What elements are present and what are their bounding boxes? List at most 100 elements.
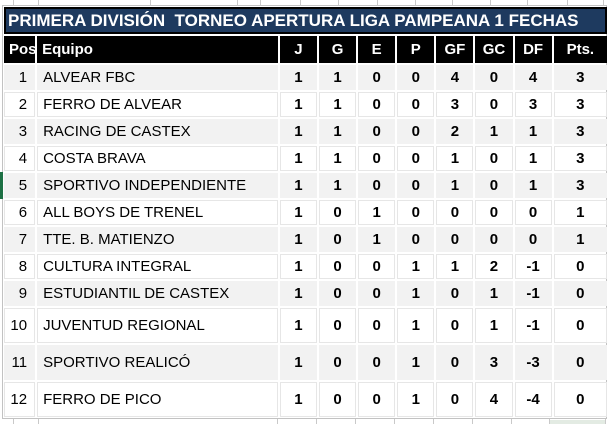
cell-team[interactable]: COSTA BRAVA <box>37 146 278 171</box>
standings-row[interactable]: 11 SPORTIVO REALICÓ 1 0 0 1 0 3 -3 0 <box>4 345 607 380</box>
col-header-pos[interactable]: Pos <box>4 36 36 63</box>
cell-gc[interactable]: 0 <box>475 146 513 171</box>
cell-e[interactable]: 1 <box>358 200 396 225</box>
cell-pos[interactable]: 7 <box>4 227 36 252</box>
cell-g[interactable]: 0 <box>318 308 357 343</box>
cell-pts[interactable]: 3 <box>553 92 607 117</box>
cell-e[interactable]: 0 <box>358 173 396 198</box>
cell-g[interactable]: 1 <box>318 146 357 171</box>
cell-e[interactable]: 0 <box>358 92 396 117</box>
cell-j[interactable]: 1 <box>279 254 317 279</box>
standings-row[interactable]: 6 ALL BOYS DE TRENEL 1 0 1 0 0 0 0 1 <box>4 200 607 225</box>
cell-g[interactable]: 0 <box>318 281 357 306</box>
cell-gf[interactable]: 3 <box>436 92 474 117</box>
cell-g[interactable]: 1 <box>318 173 357 198</box>
cell-gf[interactable]: 0 <box>436 281 474 306</box>
col-header-gf[interactable]: GF <box>436 36 474 63</box>
col-header-pts[interactable]: Pts. <box>553 36 607 63</box>
cell-gc[interactable]: 0 <box>475 200 513 225</box>
cell-p[interactable]: 0 <box>397 146 435 171</box>
cell-pts[interactable]: 0 <box>553 345 607 380</box>
cell-gf[interactable]: 0 <box>436 308 474 343</box>
cell-gf[interactable]: 1 <box>436 146 474 171</box>
cell-pos[interactable]: 10 <box>4 308 36 343</box>
cell-j[interactable]: 1 <box>279 308 317 343</box>
cell-gc[interactable]: 0 <box>475 65 513 90</box>
cell-e[interactable]: 0 <box>358 345 396 380</box>
cell-pos[interactable]: 1 <box>4 65 36 90</box>
cell-j[interactable]: 1 <box>279 345 317 380</box>
col-header-g[interactable]: G <box>318 36 357 63</box>
cell-g[interactable]: 0 <box>318 345 357 380</box>
cell-pos[interactable]: 5 <box>4 173 36 198</box>
cell-team[interactable]: SPORTIVO REALICÓ <box>37 345 278 380</box>
cell-gf[interactable]: 1 <box>436 254 474 279</box>
cell-j[interactable]: 1 <box>279 146 317 171</box>
cell-gc[interactable]: 2 <box>475 254 513 279</box>
cell-j[interactable]: 1 <box>279 65 317 90</box>
cell-p[interactable]: 1 <box>397 281 435 306</box>
cell-e[interactable]: 0 <box>358 308 396 343</box>
cell-team[interactable]: FERRO DE ALVEAR <box>37 92 278 117</box>
cell-df[interactable]: 3 <box>514 92 552 117</box>
cell-p[interactable]: 0 <box>397 92 435 117</box>
cell-p[interactable]: 0 <box>397 173 435 198</box>
cell-gf[interactable]: 0 <box>436 227 474 252</box>
cell-pts[interactable]: 0 <box>553 308 607 343</box>
cell-g[interactable]: 0 <box>318 254 357 279</box>
cell-g[interactable]: 0 <box>318 200 357 225</box>
standings-row[interactable]: 10 JUVENTUD REGIONAL 1 0 0 1 0 1 -1 0 <box>4 308 607 343</box>
cell-j[interactable]: 1 <box>279 173 317 198</box>
cell-gf[interactable]: 0 <box>436 345 474 380</box>
cell-gc[interactable]: 0 <box>475 227 513 252</box>
cell-team[interactable]: SPORTIVO INDEPENDIENTE <box>37 173 278 198</box>
cell-j[interactable]: 1 <box>279 281 317 306</box>
standings-row[interactable]: 9 ESTUDIANTIL DE CASTEX 1 0 0 1 0 1 -1 0 <box>4 281 607 306</box>
standings-row[interactable]: 5 SPORTIVO INDEPENDIENTE 1 1 0 0 1 0 1 3 <box>4 173 607 198</box>
cell-pts[interactable]: 0 <box>553 281 607 306</box>
cell-pts[interactable]: 3 <box>553 146 607 171</box>
cell-team[interactable]: FERRO DE PICO <box>37 382 278 417</box>
cell-pos[interactable]: 4 <box>4 146 36 171</box>
cell-p[interactable]: 0 <box>397 200 435 225</box>
cell-p[interactable]: 1 <box>397 382 435 417</box>
cell-p[interactable]: 1 <box>397 254 435 279</box>
standings-row[interactable]: 7 TTE. B. MATIENZO 1 0 1 0 0 0 0 1 <box>4 227 607 252</box>
cell-gf[interactable]: 1 <box>436 173 474 198</box>
cell-g[interactable]: 1 <box>318 92 357 117</box>
cell-gc[interactable]: 4 <box>475 382 513 417</box>
cell-team[interactable]: JUVENTUD REGIONAL <box>37 308 278 343</box>
cell-pts[interactable]: 3 <box>553 173 607 198</box>
cell-g[interactable]: 0 <box>318 382 357 417</box>
standings-row[interactable]: 2 FERRO DE ALVEAR 1 1 0 0 3 0 3 3 <box>4 92 607 117</box>
cell-gf[interactable]: 0 <box>436 200 474 225</box>
cell-gc[interactable]: 0 <box>475 92 513 117</box>
col-header-df[interactable]: DF <box>514 36 552 63</box>
cell-df[interactable]: 1 <box>514 119 552 144</box>
cell-pos[interactable]: 8 <box>4 254 36 279</box>
cell-pts[interactable]: 0 <box>553 254 607 279</box>
cell-df[interactable]: 0 <box>514 200 552 225</box>
cell-gf[interactable]: 2 <box>436 119 474 144</box>
cell-df[interactable]: 1 <box>514 146 552 171</box>
cell-gf[interactable]: 0 <box>436 382 474 417</box>
cell-team[interactable]: ALL BOYS DE TRENEL <box>37 200 278 225</box>
cell-team[interactable]: RACING DE CASTEX <box>37 119 278 144</box>
cell-df[interactable]: -1 <box>514 281 552 306</box>
standings-row[interactable]: 4 COSTA BRAVA 1 1 0 0 1 0 1 3 <box>4 146 607 171</box>
cell-df[interactable]: 1 <box>514 173 552 198</box>
cell-pts[interactable]: 0 <box>553 382 607 417</box>
cell-e[interactable]: 0 <box>358 281 396 306</box>
cell-g[interactable]: 1 <box>318 119 357 144</box>
cell-g[interactable]: 0 <box>318 227 357 252</box>
standings-row[interactable]: 1 ALVEAR FBC 1 1 0 0 4 0 4 3 <box>4 65 607 90</box>
cell-pos[interactable]: 12 <box>4 382 36 417</box>
cell-team[interactable]: ESTUDIANTIL DE CASTEX <box>37 281 278 306</box>
cell-p[interactable]: 0 <box>397 119 435 144</box>
cell-pts[interactable]: 1 <box>553 200 607 225</box>
cell-p[interactable]: 1 <box>397 345 435 380</box>
cell-pos[interactable]: 2 <box>4 92 36 117</box>
cell-team[interactable]: ALVEAR FBC <box>37 65 278 90</box>
cell-pos[interactable]: 11 <box>4 345 36 380</box>
cell-j[interactable]: 1 <box>279 200 317 225</box>
